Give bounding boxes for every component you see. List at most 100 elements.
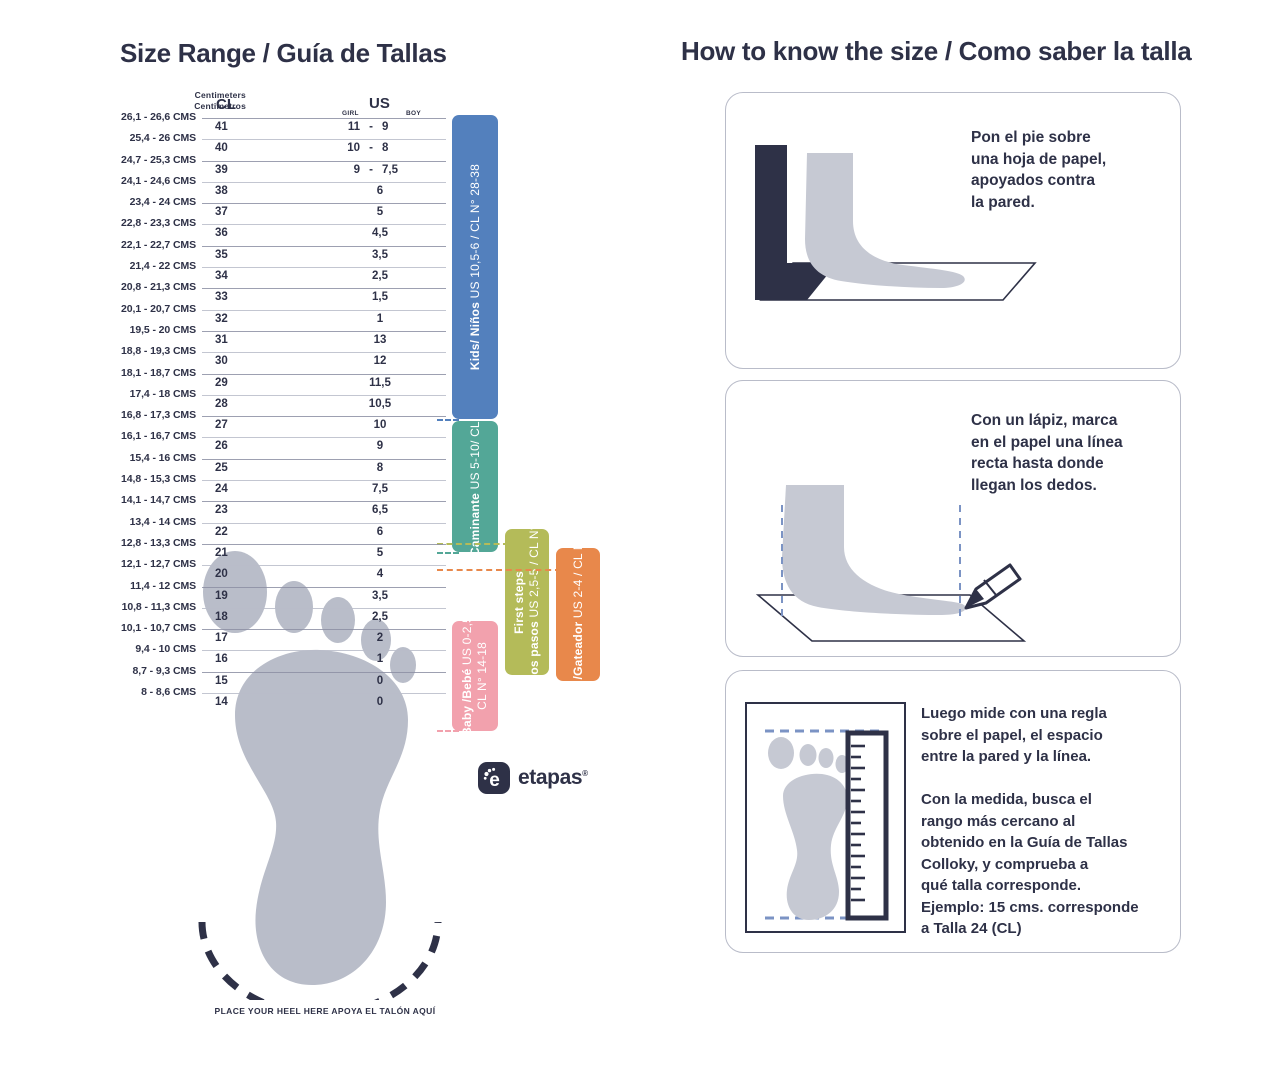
- row-rule: [202, 118, 446, 119]
- connector-tick-crawler: [437, 569, 561, 571]
- cell-us-size: 2,5: [372, 270, 388, 283]
- row-rule: [202, 352, 446, 354]
- toe-3: [818, 748, 834, 768]
- cell-us-size: 11-9: [320, 121, 440, 133]
- cell-cl-size: 40: [215, 142, 228, 155]
- cell-cl-size: 24: [215, 483, 228, 496]
- cell-centimeters: 17,4 - 18 CMS: [129, 387, 197, 400]
- category-bar-walker: Walker/ Caminante US 5-10/ CL N° 21-27: [452, 421, 498, 552]
- illustration-mark-with-pencil: [755, 485, 1027, 642]
- row-rule: [202, 394, 446, 396]
- cell-us-size: 9-7,5: [320, 164, 440, 176]
- cell-cl-size: 28: [215, 397, 228, 410]
- cell-centimeters: 14,1 - 14,7 CMS: [121, 494, 196, 507]
- footprint-sole: [783, 773, 848, 920]
- cell-centimeters: 26,1 - 26,6 CMS: [121, 111, 196, 123]
- cell-centimeters: 9,4 - 10 CMS: [135, 643, 196, 656]
- cell-cl-size: 14: [215, 696, 228, 709]
- table-row: 17,4 - 18 CMS 28 10,5: [84, 388, 544, 416]
- table-row: 10,8 - 11,3 CMS 18 2,5: [84, 601, 544, 629]
- table-row: 25,4 - 26 CMS 40 10-8: [84, 132, 544, 160]
- row-rule: [202, 693, 446, 695]
- cell-us-size: 10: [373, 419, 387, 432]
- cell-us-girl: 9: [353, 163, 360, 176]
- row-rule: [202, 501, 446, 503]
- row-rule: [202, 629, 446, 631]
- cell-cl-size: 17: [215, 632, 228, 645]
- cell-us-size: 5: [376, 206, 384, 219]
- row-rule: [202, 288, 446, 290]
- cell-cl-size: 39: [215, 163, 228, 176]
- cell-cl-size: 34: [215, 270, 228, 283]
- cell-us-size: 2,5: [372, 610, 388, 623]
- cell-centimeters: 19,5 - 20 CMS: [129, 323, 197, 336]
- row-rule: [202, 309, 446, 311]
- cell-centimeters: 23,4 - 24 CMS: [129, 196, 197, 209]
- table-row: 16,1 - 16,7 CMS 26 9: [84, 430, 544, 458]
- row-rule: [202, 373, 446, 375]
- row-rule: [202, 139, 446, 141]
- cell-centimeters: 25,4 - 26 CMS: [129, 132, 197, 145]
- cell-us-size: 13: [373, 333, 387, 346]
- cell-cl-size: 27: [215, 419, 228, 432]
- row-rule: [202, 203, 446, 205]
- row-rule: [202, 437, 446, 439]
- row-rule: [202, 650, 446, 652]
- cell-cl-size: 41: [215, 121, 228, 133]
- illustration-foot-against-wall: [755, 145, 1037, 301]
- table-row: 20,8 - 21,3 CMS 33 1,5: [84, 281, 544, 309]
- row-rule: [202, 224, 446, 226]
- cell-us-girl: 11: [347, 121, 360, 133]
- illustration-measure-with-ruler: [745, 702, 906, 933]
- row-rule: [202, 267, 446, 269]
- table-row: 14,1 - 14,7 CMS 23 6,5: [84, 494, 544, 522]
- cell-cl-size: 32: [215, 312, 228, 325]
- cell-us-size: 6: [376, 184, 384, 197]
- table-body: 26,1 - 26,6 CMS 41 11-9 25,4 - 26 CMS 40 10-8…: [84, 111, 544, 714]
- table-row: 24,7 - 25,3 CMS 39 9-7,5: [84, 154, 544, 182]
- foot-side-view: [782, 485, 966, 615]
- connector-tick-walker: [437, 552, 459, 554]
- cell-centimeters: 18,1 - 18,7 CMS: [121, 366, 196, 379]
- row-rule: [202, 245, 446, 247]
- category-bar-baby: Baby /Bebé US 0-2,5 CL N° 14-18: [452, 621, 498, 731]
- cell-centimeters: 10,8 - 11,3 CMS: [121, 600, 196, 613]
- cell-us-boy: 9: [382, 121, 389, 133]
- cell-us-size: 12: [373, 355, 387, 368]
- cell-us-size: 1: [376, 653, 384, 666]
- cell-cl-size: 35: [215, 248, 228, 261]
- page-title-size-range: Size Range / Guía de Tallas: [120, 38, 447, 68]
- toe-5: [390, 647, 416, 683]
- cell-us-size: 7,5: [372, 483, 388, 496]
- toe-4: [835, 755, 849, 773]
- foot-side-view: [805, 153, 965, 288]
- instruction-card-1: [725, 92, 1181, 369]
- etapas-wordmark: etapas®: [518, 766, 588, 789]
- row-rule: [202, 480, 446, 482]
- cell-us-size: 10-8: [320, 142, 440, 154]
- cell-us-size: 0: [376, 696, 384, 709]
- category-bar-first-steps: First steps Primeros pasos US 2,5-5 / CL…: [505, 529, 549, 675]
- instruction-text-3: Luego mide con una regla sobre el papel,…: [921, 705, 1139, 937]
- cell-cl-size: 37: [215, 206, 228, 219]
- cell-cl-size: 18: [215, 610, 228, 623]
- cell-centimeters: 22,1 - 22,7 CMS: [121, 238, 196, 251]
- cell-centimeters: 12,1 - 12,7 CMS: [121, 558, 196, 571]
- header-centimeters: Centimeters Centimetros: [194, 90, 246, 111]
- cell-centimeters: 24,7 - 25,3 CMS: [121, 153, 196, 166]
- toe-1: [203, 551, 267, 633]
- size-table: Centimeters Centimetros CL US GIRL BOY 2…: [84, 90, 544, 714]
- header-us: US: [369, 95, 390, 112]
- cell-us-separator: -: [369, 121, 373, 133]
- cell-cl-size: 31: [215, 333, 228, 346]
- instruction-text-1: Pon el pie sobre una hoja de papel, apoy…: [971, 129, 1107, 211]
- cell-cl-size: 36: [215, 227, 228, 240]
- category-bar-kids: Kids/ Niños US 10,5-6 / CL N° 28-38: [452, 115, 498, 419]
- table-row: 14,8 - 15,3 CMS 24 7,5: [84, 473, 544, 501]
- cell-centimeters: 8 - 8,6 CMS: [141, 686, 196, 699]
- table-row: 24,1 - 24,6 CMS 38 6: [84, 175, 544, 203]
- table-row: 11,4 - 12 CMS 19 3,5: [84, 580, 544, 608]
- cell-us-size: 1,5: [372, 291, 388, 304]
- cell-cl-size: 38: [215, 184, 228, 197]
